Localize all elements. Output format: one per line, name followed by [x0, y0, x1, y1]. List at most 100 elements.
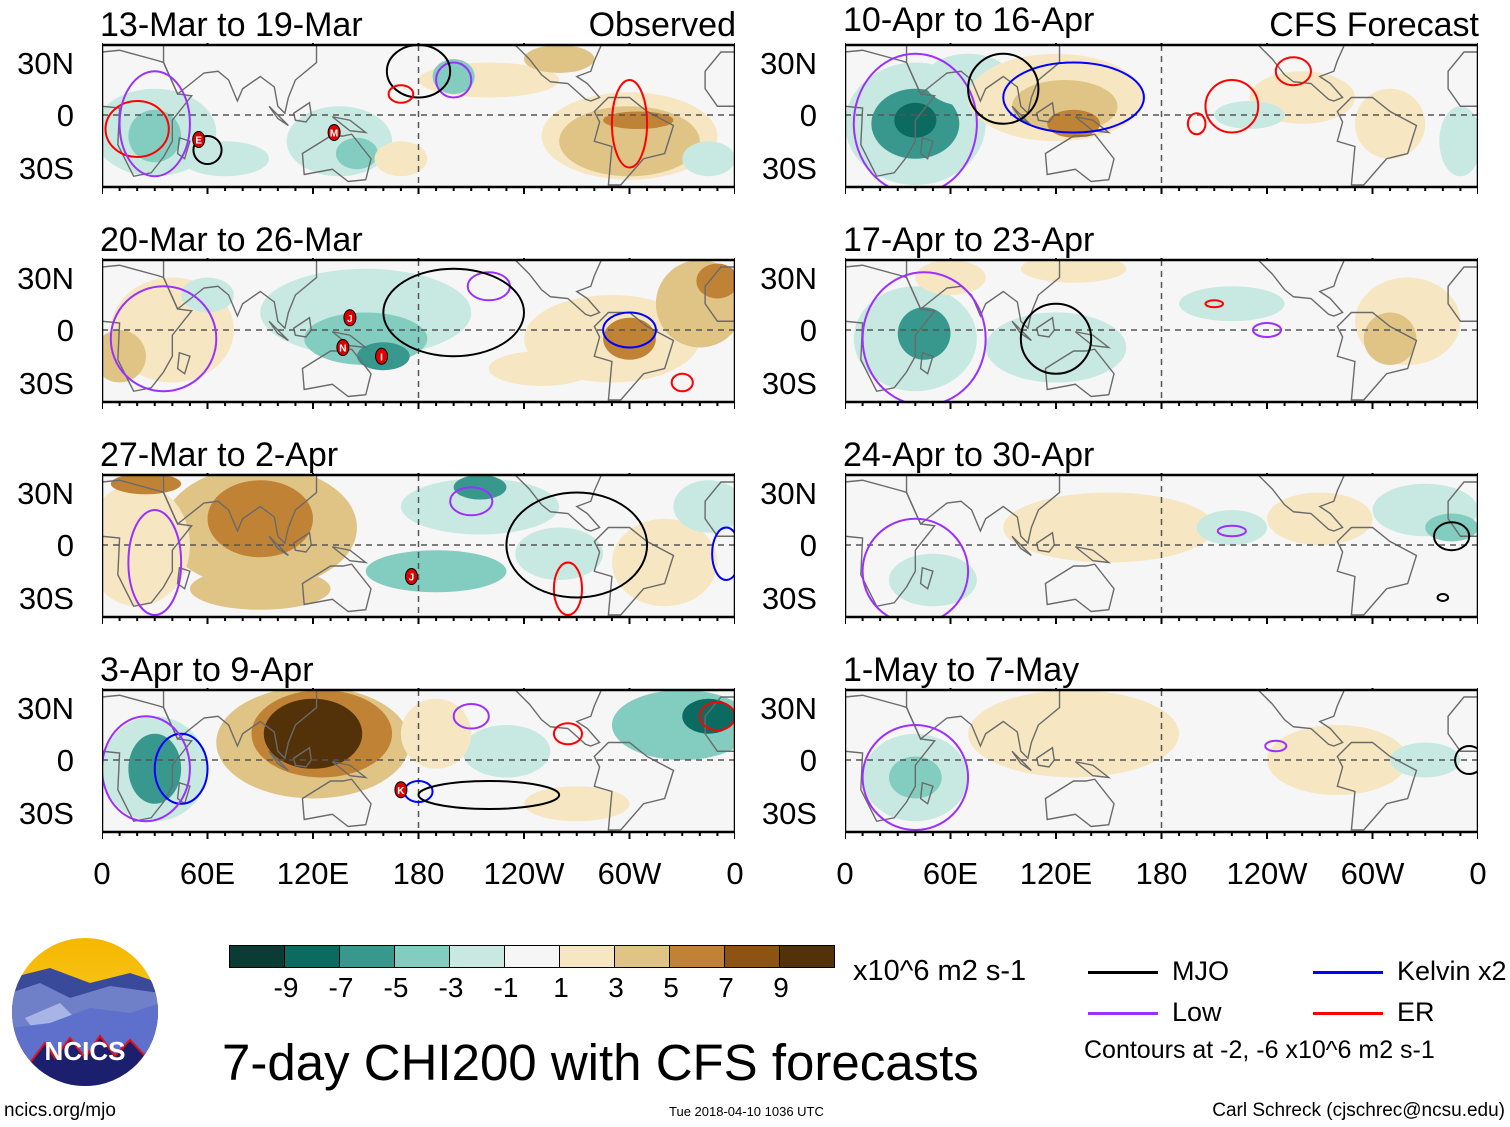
wave-contour [127, 509, 183, 616]
coastline [1074, 761, 1112, 779]
coastline [1336, 96, 1418, 186]
wave-contour [385, 45, 452, 99]
panel-title: 10-Apr to 16-Apr [843, 1, 1095, 39]
chi200-anomaly-region [462, 725, 551, 778]
coastline [176, 351, 191, 375]
tropical-cyclone-icon: J [343, 309, 357, 327]
lon-label: 120W [483, 856, 565, 891]
coastline [905, 475, 1061, 545]
wave-contour [102, 715, 191, 823]
chi200-anomaly-region [1214, 101, 1285, 129]
lon-label: 120W [1226, 856, 1308, 891]
wave-contour [417, 780, 561, 810]
chi200-anomaly-region [102, 330, 146, 383]
wave-contour [1186, 112, 1207, 136]
map-panel: J N I [102, 258, 735, 409]
coastline [1447, 51, 1478, 107]
coastline [162, 45, 318, 115]
colorbar-tick-label: 9 [773, 972, 789, 1003]
legend-line-low [1088, 1012, 1158, 1015]
wave-contour [104, 100, 170, 158]
wave-contour [602, 311, 657, 349]
lat-label: 30S [761, 580, 817, 616]
chi200-anomaly-region [682, 698, 735, 734]
chi200-anomaly-region [488, 351, 595, 386]
lon-label: 0 [726, 856, 744, 891]
wave-contour [1002, 61, 1145, 134]
wave-contour [192, 135, 223, 165]
map-panel [845, 258, 1478, 409]
coastline [845, 479, 936, 608]
lat-label: 0 [799, 743, 817, 778]
wave-contour [1204, 79, 1260, 134]
coastline [162, 690, 318, 760]
coastline [1336, 526, 1418, 616]
coastline [1257, 260, 1346, 317]
coastline [905, 45, 1061, 115]
wave-contour [670, 372, 694, 393]
lon-label: 180 [1135, 856, 1188, 891]
coastline [1336, 311, 1418, 401]
chi200-anomaly-region [374, 141, 428, 177]
wave-contour [861, 517, 970, 617]
panel-title: 1-May to 7-May [843, 651, 1080, 689]
wave-contour [153, 732, 209, 805]
colorbar-swatch [395, 946, 450, 967]
chi200-anomaly-region [611, 518, 718, 607]
colorbar-tick-label: -5 [383, 972, 409, 1003]
chi200-anomaly-region [102, 483, 190, 607]
panel-title: 13-Mar to 19-Mar [100, 6, 363, 44]
storm-label: E [195, 136, 202, 147]
coastline [1035, 531, 1055, 553]
contour-note: Contours at -2, -6 x10^6 m2 s-1 [1084, 1036, 1435, 1064]
coastline [268, 535, 289, 557]
colorbar-swatch [505, 946, 560, 967]
coastline [1074, 546, 1112, 564]
legend-label: MJO [1172, 956, 1229, 986]
storm-label: J [347, 314, 353, 325]
lon-label: 0 [836, 856, 854, 891]
lat-label: 0 [56, 743, 74, 778]
storm-label: N [339, 344, 346, 355]
coastline [1035, 101, 1055, 123]
coastline [292, 746, 312, 768]
lat-label: 30N [17, 475, 74, 511]
storm-label: K [397, 786, 405, 797]
coastline [162, 260, 318, 330]
coastline [102, 264, 193, 393]
colorbar-tick-label: 7 [718, 972, 734, 1003]
wave-contour [1216, 524, 1247, 538]
wave-contour [1454, 745, 1478, 775]
chi200-anomaly-region [897, 307, 951, 360]
map-panel: EM [102, 43, 735, 194]
lat-label: 30N [760, 260, 817, 296]
colorbar-swatch [780, 946, 834, 967]
wave-contour [1204, 299, 1225, 309]
observed-label: Observed [588, 6, 736, 44]
chi200-anomaly-region [1179, 286, 1285, 322]
coastline [301, 348, 372, 398]
wave-contour [435, 61, 473, 99]
chi200-anomaly-region [1390, 742, 1461, 778]
chi200-anomaly-region [1439, 106, 1478, 177]
lon-label: 60E [922, 856, 979, 891]
coastline [102, 694, 193, 823]
lat-label: 0 [56, 98, 74, 133]
coastline [704, 481, 735, 537]
coastline [514, 260, 603, 317]
map-panel [845, 688, 1478, 839]
chi200-anomaly-region [181, 277, 234, 313]
website-link[interactable]: ncics.org/mjo [4, 1100, 116, 1121]
coastline [593, 96, 675, 186]
ncics-logo: NCICS [12, 938, 158, 1086]
lat-label: 0 [799, 528, 817, 563]
wave-contour [1264, 739, 1288, 753]
colorbar-swatch [560, 946, 615, 967]
storm-label: M [330, 129, 338, 140]
colorbar-swatch [725, 946, 780, 967]
lon-label: 0 [1469, 856, 1487, 891]
chi200-anomaly-region [432, 59, 475, 94]
tropical-cyclone-icon: K [394, 781, 408, 799]
lon-label: 120E [1019, 856, 1093, 891]
